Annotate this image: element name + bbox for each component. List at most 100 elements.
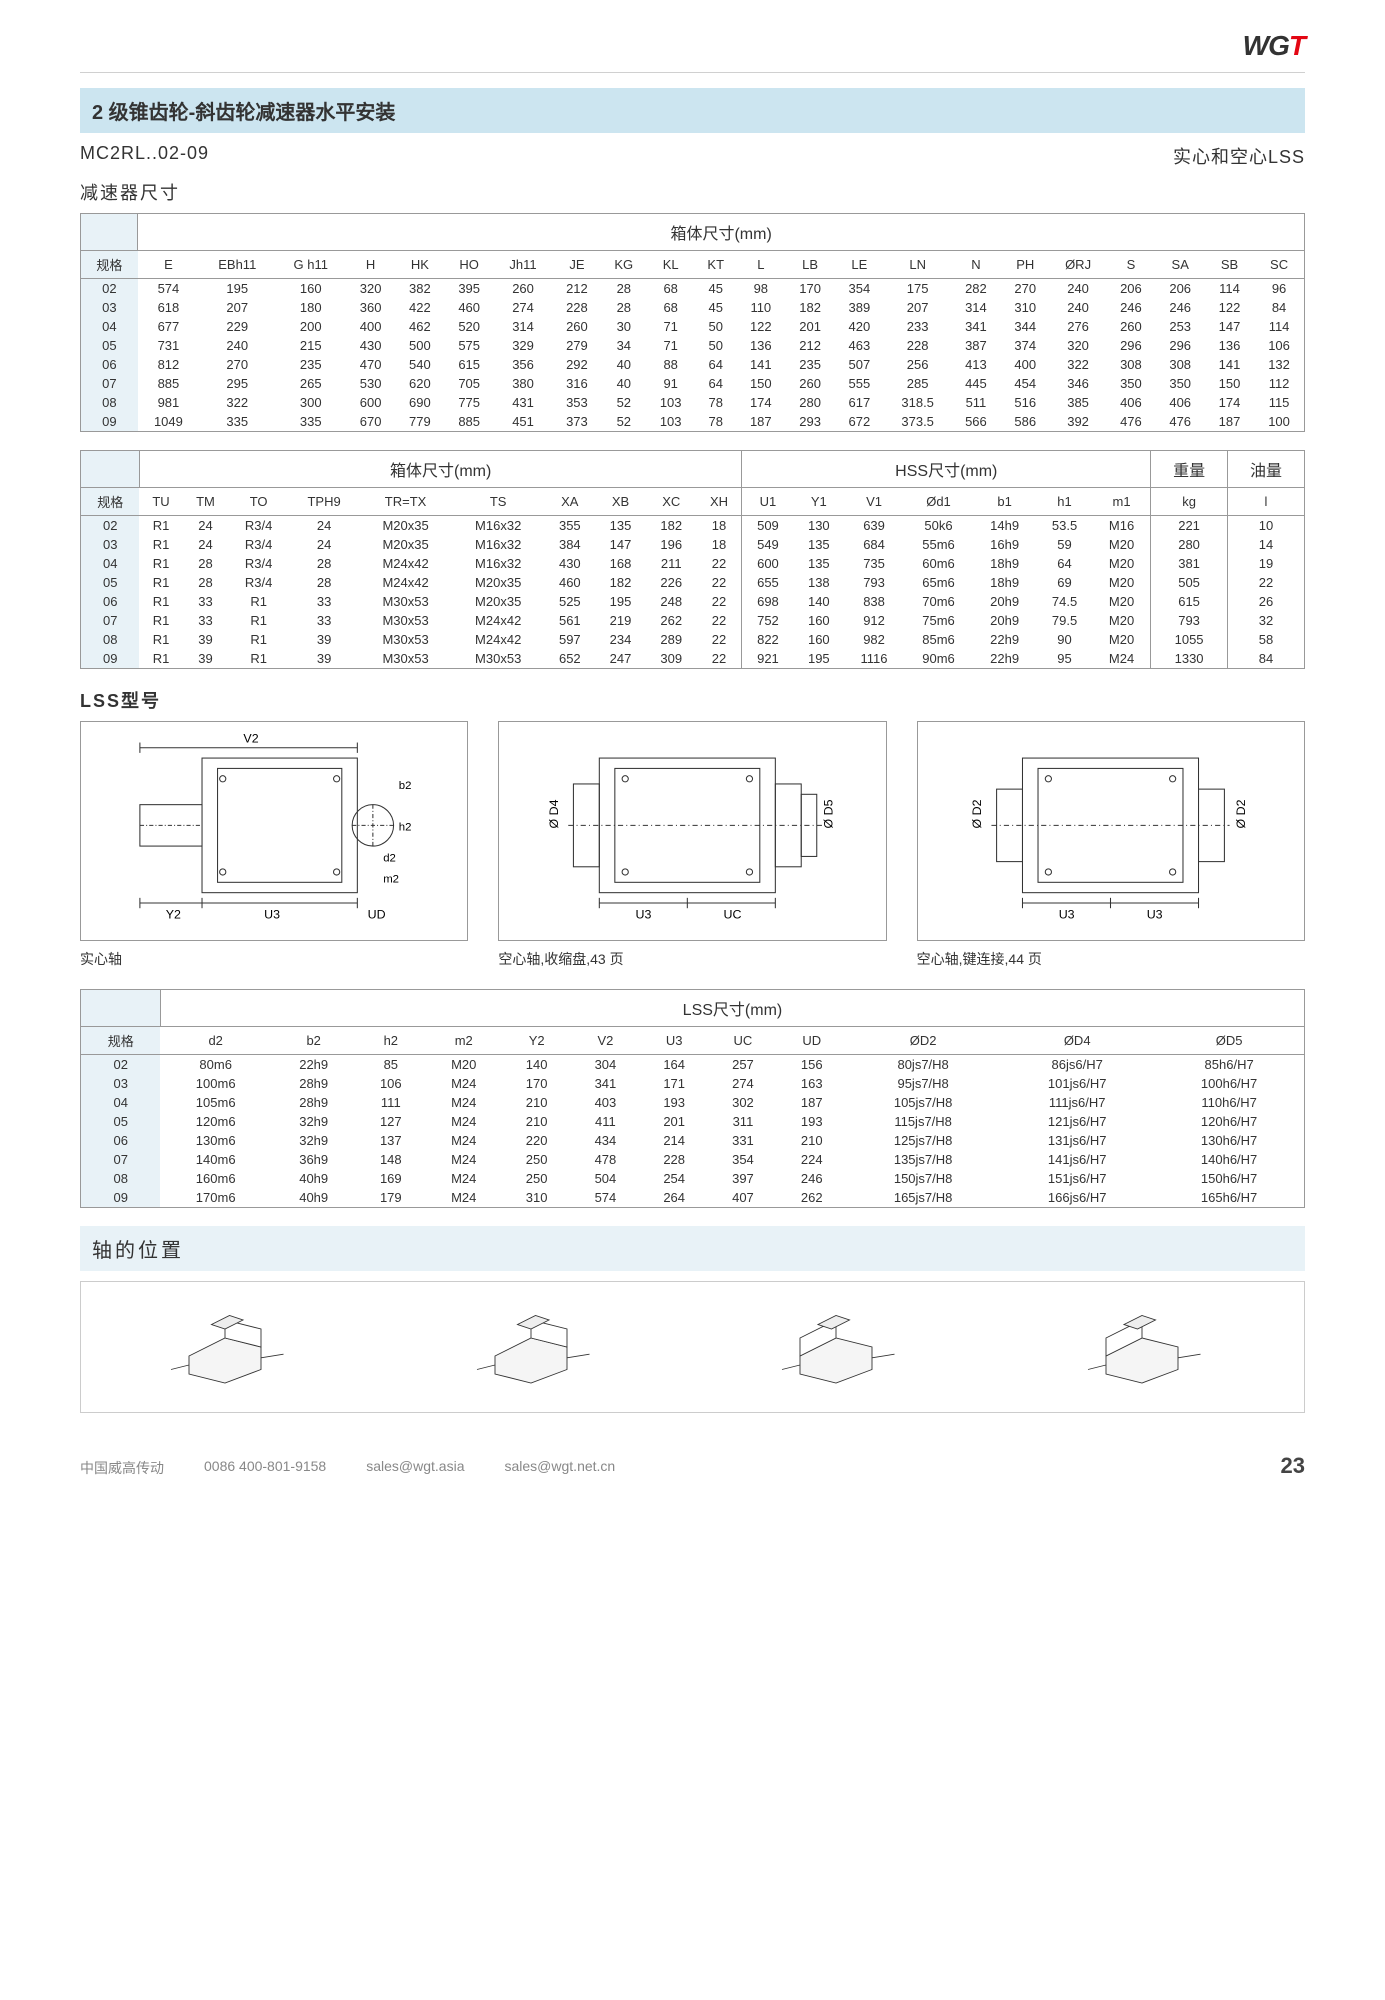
shaft-config-icon-3 <box>770 1302 920 1392</box>
col-header: V1 <box>844 488 904 516</box>
cell: 182 <box>595 573 646 592</box>
cell: 309 <box>646 649 697 669</box>
cell: 304 <box>571 1055 640 1075</box>
cell: 226 <box>646 573 697 592</box>
cell: 136 <box>736 336 785 355</box>
svg-text:U3: U3 <box>1059 908 1075 922</box>
cell: M30x53 <box>359 649 452 669</box>
col-header: U3 <box>640 1027 709 1055</box>
cell: 50k6 <box>904 516 973 536</box>
cell: 652 <box>544 649 595 669</box>
cell: 731 <box>138 336 199 355</box>
cell: 22h9 <box>271 1055 356 1075</box>
cell: 85m6 <box>904 630 973 649</box>
svg-text:Ø D5: Ø D5 <box>821 800 835 829</box>
cell: 600 <box>346 393 395 412</box>
cell: 617 <box>835 393 884 412</box>
svg-text:UD: UD <box>367 908 385 922</box>
cell: R1 <box>228 611 289 630</box>
cell: R1 <box>139 535 182 554</box>
col-header: TM <box>183 488 229 516</box>
col-header: SC <box>1254 251 1304 279</box>
cell: 150 <box>1205 374 1254 393</box>
cell-spec: 09 <box>81 649 140 669</box>
cell: 520 <box>445 317 494 336</box>
cell: 346 <box>1050 374 1106 393</box>
cell: R1 <box>228 649 289 669</box>
cell: 122 <box>736 317 785 336</box>
cell: 165js7/H8 <box>846 1188 1000 1208</box>
table2-group4: 油量 <box>1228 451 1305 488</box>
cell: R3/4 <box>228 573 289 592</box>
col-header: XH <box>697 488 742 516</box>
cell: R1 <box>139 630 182 649</box>
col-header: TPH9 <box>289 488 359 516</box>
cell-spec: 04 <box>81 554 140 573</box>
cell: 374 <box>1001 336 1050 355</box>
table-row: 05R128R3/428M24x42M20x354601822262265513… <box>81 573 1305 592</box>
cell: 316 <box>552 374 601 393</box>
cell: 422 <box>395 298 444 317</box>
svg-text:b2: b2 <box>398 781 411 793</box>
cell: 509 <box>742 516 794 536</box>
table-row: 07R133R133M30x53M24x42561219262227521609… <box>81 611 1305 630</box>
cell: 18h9 <box>973 554 1036 573</box>
cell: 575 <box>445 336 494 355</box>
cell: 264 <box>640 1188 709 1208</box>
cell: 100m6 <box>160 1074 271 1093</box>
cell: 85 <box>356 1055 425 1075</box>
col-header: LE <box>835 251 884 279</box>
cell: 314 <box>494 317 552 336</box>
cell: 115js7/H8 <box>846 1112 1000 1131</box>
cell: 296 <box>1106 336 1155 355</box>
shaft-position-label: 轴的位置 <box>80 1226 1305 1271</box>
col-header: TR=TX <box>359 488 452 516</box>
cell: 174 <box>1205 393 1254 412</box>
cell: 33 <box>183 611 229 630</box>
cell: 96 <box>1254 279 1304 299</box>
cell: 103 <box>646 412 695 432</box>
cell: 196 <box>646 535 697 554</box>
cell: 250 <box>502 1150 571 1169</box>
col-header: V2 <box>571 1027 640 1055</box>
cell: 566 <box>951 412 1000 432</box>
cell: 114 <box>1254 317 1304 336</box>
cell: 175 <box>884 279 951 299</box>
cell: 34 <box>602 336 646 355</box>
cell: 28 <box>289 554 359 573</box>
cell: 170 <box>502 1074 571 1093</box>
cell: 22 <box>697 573 742 592</box>
cell: 279 <box>552 336 601 355</box>
col-header: b2 <box>271 1027 356 1055</box>
cell: 160 <box>793 611 844 630</box>
cell: 335 <box>276 412 346 432</box>
col-header: G h11 <box>276 251 346 279</box>
cell: 260 <box>785 374 834 393</box>
cell: 406 <box>1106 393 1155 412</box>
cell: 26 <box>1228 592 1305 611</box>
cell: 431 <box>494 393 552 412</box>
cell: 302 <box>709 1093 778 1112</box>
col-header: TS <box>452 488 545 516</box>
cell: M24x42 <box>359 554 452 573</box>
cell-spec: 06 <box>81 1131 161 1150</box>
cell: 322 <box>1050 355 1106 374</box>
cell: 160 <box>276 279 346 299</box>
cell: 110 <box>736 298 785 317</box>
cell: 392 <box>1050 412 1106 432</box>
col-header: Ød1 <box>904 488 973 516</box>
cell: 28 <box>602 279 646 299</box>
page-title: 2 级锥齿轮-斜齿轮减速器水平安装 <box>80 88 1305 133</box>
cell: 103 <box>646 393 695 412</box>
cell: 212 <box>552 279 601 299</box>
cell: 98 <box>736 279 785 299</box>
cell: 677 <box>138 317 199 336</box>
cell: 100 <box>1254 412 1304 432</box>
cell: 105js7/H8 <box>846 1093 1000 1112</box>
cell: 296 <box>1156 336 1205 355</box>
cell-spec: 02 <box>81 1055 161 1075</box>
cell: 885 <box>138 374 199 393</box>
cell: 201 <box>785 317 834 336</box>
col-header: b1 <box>973 488 1036 516</box>
cell: 350 <box>1106 374 1155 393</box>
